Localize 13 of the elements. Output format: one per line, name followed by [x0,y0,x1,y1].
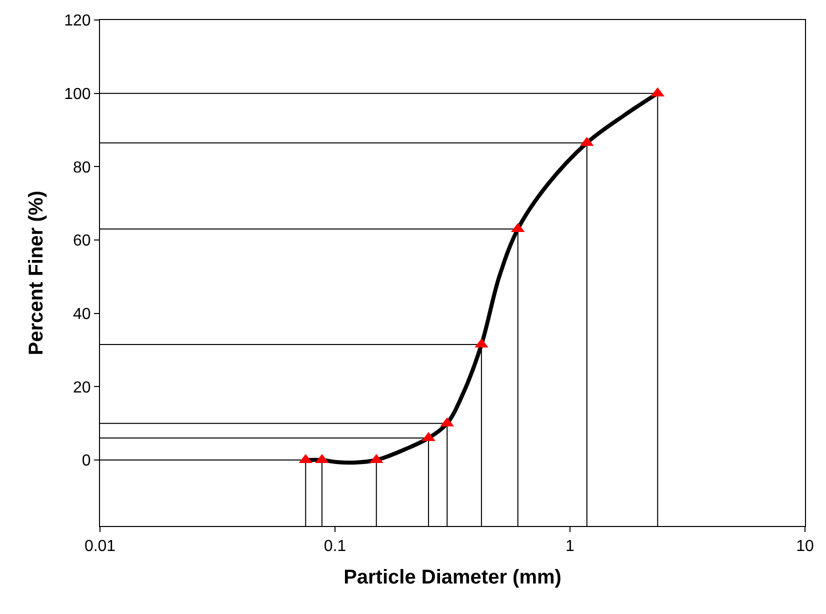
x-axis-title: Particle Diameter (mm) [344,566,562,589]
y-tick-label: 20 [73,379,91,396]
x-tick-label: 0.01 [84,538,116,556]
x-tick-label: 0.1 [324,538,346,556]
y-axis-title: Percent Finer (%) [26,190,48,356]
y-tick-label: 40 [73,306,91,323]
y-tick-label: 80 [73,159,91,176]
y-tick-label: 120 [64,12,91,30]
x-tick-label: 10 [796,538,814,556]
y-tick-label: 0 [82,452,91,470]
x-tick-label: 1 [566,538,575,556]
y-tick-label: 60 [73,232,91,250]
y-tick-label: 100 [64,86,91,103]
